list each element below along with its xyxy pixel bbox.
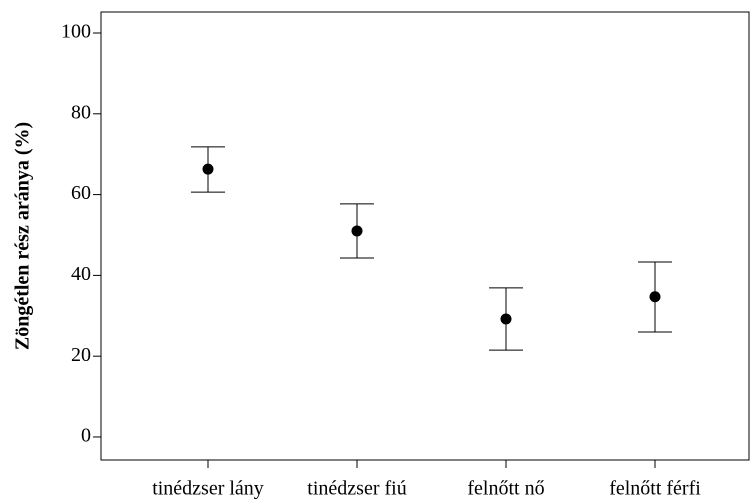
mean-point xyxy=(202,163,214,175)
y-tick-label: 40 xyxy=(71,263,91,285)
mean-point xyxy=(649,291,661,303)
y-axis-label: Zöngétlen rész aránya (%) xyxy=(12,122,34,350)
x-tick-label: tinédzser fiú xyxy=(307,478,406,500)
y-tick-label: 60 xyxy=(71,182,91,204)
mean-point xyxy=(351,225,363,237)
mean-point xyxy=(500,313,512,325)
y-tick-label: 0 xyxy=(81,425,91,447)
y-tick-label: 80 xyxy=(71,101,91,123)
x-tick-label: felnőtt férfi xyxy=(609,478,701,500)
x-tick-label: felnőtt nő xyxy=(467,478,544,500)
x-tick-label: tinédzser lány xyxy=(152,478,264,500)
y-tick-label: 20 xyxy=(71,344,91,366)
plot-frame xyxy=(100,11,750,461)
y-tick-label: 100 xyxy=(61,21,91,43)
